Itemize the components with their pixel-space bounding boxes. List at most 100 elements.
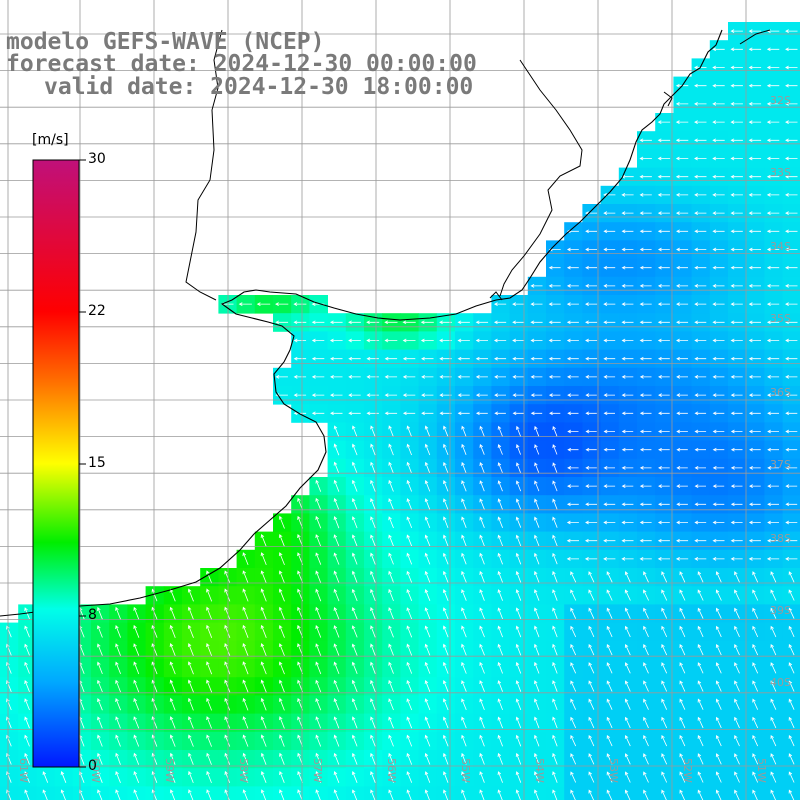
wind-arrow (643, 643, 649, 656)
wind-cell (109, 786, 128, 800)
wind-arrow (351, 516, 358, 529)
wind-arrow (697, 589, 704, 601)
wind-arrow (406, 716, 413, 729)
wind-arrow (661, 625, 668, 638)
wind-arrow (278, 624, 285, 638)
wind-cell (782, 604, 800, 623)
wind-arrow (512, 375, 525, 379)
wind-arrow (788, 753, 795, 765)
wind-arrow (497, 789, 503, 800)
wind-arrow (534, 771, 540, 783)
wind-arrow (748, 356, 761, 361)
wind-arrow (679, 680, 686, 692)
forecast-date: forecast date: 2024-12-30 00:00:00 (6, 51, 477, 77)
wind-arrow (370, 552, 376, 565)
wind-arrow (694, 320, 707, 325)
wind-arrow (785, 520, 798, 525)
wind-arrow (169, 679, 176, 693)
wind-arrow (752, 589, 759, 601)
wind-arrow (406, 643, 413, 656)
wind-arrow (621, 484, 634, 488)
wind-arrow (785, 120, 798, 124)
wind-arrow (585, 502, 597, 507)
wind-arrow (676, 429, 688, 434)
wind-arrow (676, 484, 688, 488)
wind-arrow (752, 771, 759, 783)
wind-arrow (169, 752, 176, 765)
wind-arrow (621, 520, 634, 525)
wind-arrow (497, 444, 503, 455)
wind-cell (145, 786, 165, 800)
wind-arrow (534, 625, 540, 638)
wind-arrow (585, 375, 597, 379)
wind-arrow (260, 552, 267, 566)
wind-arrow (675, 557, 689, 561)
wind-arrow (388, 534, 394, 547)
wind-arrow (588, 607, 595, 619)
wind-arrow (770, 589, 777, 601)
wind-arrow (315, 479, 322, 492)
wind-arrow (697, 625, 704, 638)
wind-arrow (187, 606, 194, 620)
wind-arrow (461, 661, 467, 674)
wind-arrow (351, 534, 358, 547)
wind-arrow (366, 320, 380, 325)
wind-arrow (697, 716, 704, 729)
wind-arrow (712, 138, 725, 143)
wind-arrow (730, 429, 743, 434)
wind-arrow (388, 698, 394, 711)
wind-arrow (402, 411, 416, 416)
wind-arrow (694, 284, 707, 288)
wind-arrow (206, 734, 212, 747)
wind-arrow (552, 570, 558, 583)
wind-arrow (658, 411, 670, 416)
wind-arrow (457, 338, 470, 343)
wind-arrow (479, 462, 485, 474)
wind-arrow (366, 393, 379, 397)
wind-arrow (330, 393, 343, 397)
wind-arrow (715, 607, 722, 619)
wind-arrow (552, 480, 558, 492)
wind-arrow (657, 284, 670, 288)
wind-arrow (348, 356, 361, 361)
wind-arrow (370, 516, 376, 529)
wind-arrow (566, 338, 579, 343)
wind-arrow (679, 716, 686, 729)
wind-arrow (351, 716, 358, 729)
wind-arrow (734, 771, 740, 783)
wind-arrow (479, 661, 485, 674)
wind-arrow (730, 102, 743, 106)
wind-arrow (767, 466, 779, 470)
wind-arrow (658, 484, 670, 488)
wind-arrow (388, 552, 394, 565)
wind-arrow (311, 411, 325, 416)
wind-arrow (133, 661, 140, 675)
wind-arrow (311, 375, 325, 379)
wind-arrow (603, 211, 616, 215)
latitude-labels: 32S 33S 34S 35S 36S 37S 38S 39S 40S (770, 94, 791, 689)
wind-arrow (566, 265, 579, 270)
wind-arrow (624, 753, 631, 765)
wind-arrow (657, 229, 670, 234)
wind-arrow (457, 411, 470, 416)
wind-arrow (588, 625, 595, 638)
wind-arrow (424, 643, 431, 656)
wind-arrow (697, 680, 704, 692)
wind-arrow (785, 65, 798, 70)
wind-cell (382, 786, 401, 800)
wind-arrow (333, 570, 340, 584)
wind-arrow (585, 520, 598, 525)
wind-arrow (479, 734, 485, 747)
wind-arrow (715, 753, 722, 765)
wind-arrow (694, 265, 707, 270)
wind-arrow (370, 607, 376, 620)
wind-arrow (169, 734, 176, 747)
wind-arrow (552, 734, 558, 747)
wind-arrow (24, 680, 30, 692)
wind-arrow (730, 247, 743, 252)
wind-arrow (730, 120, 743, 124)
wind-arrow (206, 752, 212, 765)
wind-arrow (552, 607, 558, 620)
wind-arrow (516, 444, 521, 455)
wind-arrow (406, 607, 413, 620)
